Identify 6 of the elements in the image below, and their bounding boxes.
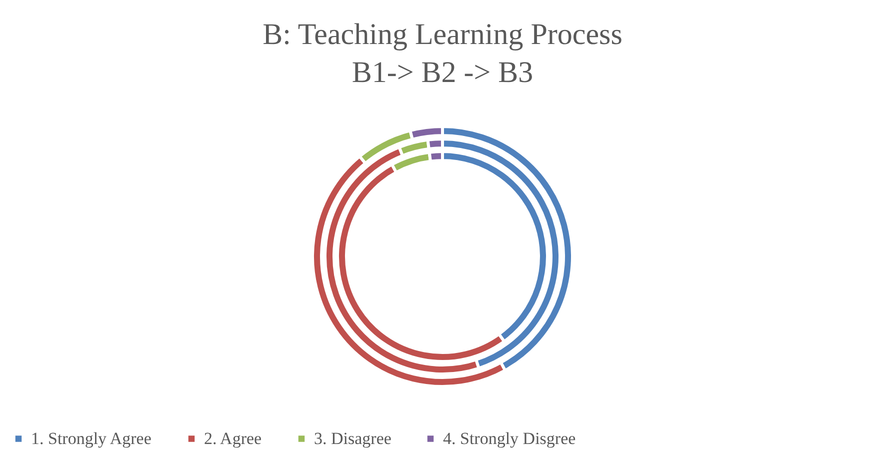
legend-label: 1. Strongly Agree [31, 428, 152, 448]
legend-label: 4. Strongly Disgree [443, 428, 576, 448]
legend-label: 3. Disagree [314, 428, 392, 448]
text: B: Teaching Learning Process [262, 18, 622, 51]
text: B1-> B2 -> B3 [352, 56, 534, 89]
legend-label: 2. Agree [204, 428, 262, 448]
